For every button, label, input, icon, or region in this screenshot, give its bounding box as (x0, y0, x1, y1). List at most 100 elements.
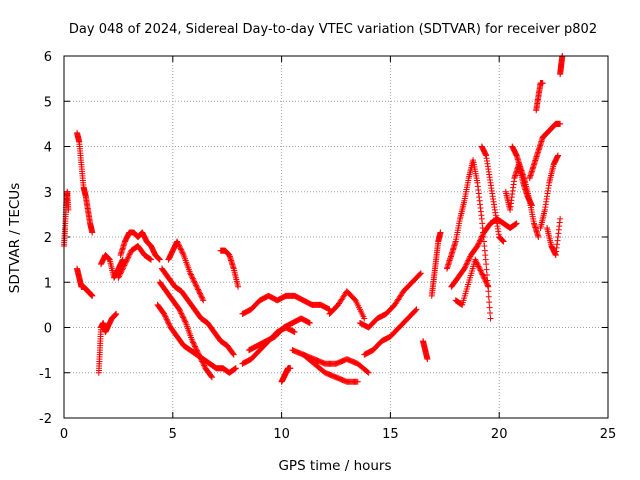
data-point (230, 350, 237, 357)
series-track-26 (452, 256, 492, 308)
series-track-21 (361, 306, 420, 358)
x-axis-ticks: 0 5 10 15 20 25 (60, 56, 616, 442)
series-track-10 (158, 265, 237, 358)
data-point (189, 274, 196, 281)
data-point (235, 283, 242, 290)
x-tick-label: 15 (382, 427, 399, 442)
data-point (487, 315, 494, 322)
data-point (474, 260, 481, 267)
data-point (156, 256, 163, 263)
data-point (161, 312, 168, 319)
data-point (462, 262, 469, 269)
data-point (472, 256, 479, 263)
data-point (115, 274, 122, 281)
data-point (417, 270, 424, 277)
data-point (461, 265, 468, 272)
data-point (194, 285, 201, 292)
data-point (535, 234, 542, 240)
y-tick-label: -1 (39, 367, 52, 382)
data-point (463, 260, 470, 267)
series-track-32 (537, 152, 561, 231)
data-point (182, 318, 189, 325)
data-point (163, 316, 170, 323)
data-point (485, 293, 492, 300)
series-track-34 (557, 53, 566, 78)
x-tick-label: 0 (60, 427, 68, 442)
data-point (189, 338, 196, 345)
y-tick-label: 4 (44, 141, 52, 156)
data-point (178, 246, 185, 253)
series-track-02 (74, 129, 96, 236)
data-point (475, 241, 482, 248)
y-tick-label: 6 (44, 50, 52, 65)
data-point (126, 251, 133, 258)
data-point (475, 263, 482, 270)
data-point (166, 321, 173, 328)
data-point (191, 342, 198, 349)
data-point (483, 279, 490, 286)
series-track-23 (428, 229, 444, 299)
data-point (197, 291, 204, 298)
series-track-09 (154, 301, 239, 376)
data-point (479, 232, 486, 239)
data-point (113, 310, 120, 317)
data-point (500, 238, 507, 245)
data-point (476, 238, 483, 245)
data-point (190, 276, 197, 283)
data-point (176, 307, 183, 314)
data-point (483, 261, 490, 268)
data-point (163, 314, 170, 321)
series-track-07 (115, 243, 155, 281)
series-track-16 (278, 365, 294, 385)
data-point (174, 239, 181, 246)
data-point (473, 259, 480, 266)
data-point (148, 256, 155, 263)
data-point (479, 271, 486, 278)
data-point (208, 374, 215, 381)
series-track-33 (544, 215, 564, 259)
data-point (483, 266, 490, 273)
plot-frame (63, 55, 609, 419)
data-point (476, 266, 483, 273)
data-point (208, 373, 215, 380)
data-point (177, 309, 184, 316)
data-point (177, 245, 184, 252)
data-point (124, 255, 131, 262)
data-point (192, 344, 199, 351)
series-track-29 (509, 143, 542, 240)
data-point (230, 351, 237, 358)
series-track-13 (239, 292, 333, 317)
data-point (178, 310, 185, 317)
data-point (195, 286, 202, 293)
data-point (198, 294, 205, 301)
data-point (479, 233, 486, 240)
data-point (176, 243, 183, 250)
data-point (462, 264, 469, 271)
data-point (480, 272, 487, 279)
series-track-30 (526, 120, 564, 182)
x-tick-label: 10 (273, 427, 290, 442)
data-point (365, 369, 372, 376)
data-point (192, 281, 199, 288)
data-point (477, 236, 484, 243)
series-track-15 (245, 315, 313, 354)
data-point (125, 254, 132, 261)
data-point (190, 339, 197, 346)
data-point (175, 241, 182, 248)
data-point (187, 270, 194, 277)
data-point (179, 249, 186, 256)
data-point (181, 317, 188, 324)
series-track-14 (239, 324, 298, 367)
data-point (424, 356, 431, 363)
data-point (116, 273, 123, 280)
data-point (201, 362, 208, 369)
data-point (484, 282, 491, 289)
data-point (191, 343, 198, 350)
data-point (481, 275, 488, 282)
data-point (89, 292, 96, 299)
series-track-06 (117, 229, 163, 263)
data-point (465, 257, 472, 264)
data-point (118, 269, 125, 276)
data-point (122, 259, 129, 266)
data-point (478, 268, 485, 275)
